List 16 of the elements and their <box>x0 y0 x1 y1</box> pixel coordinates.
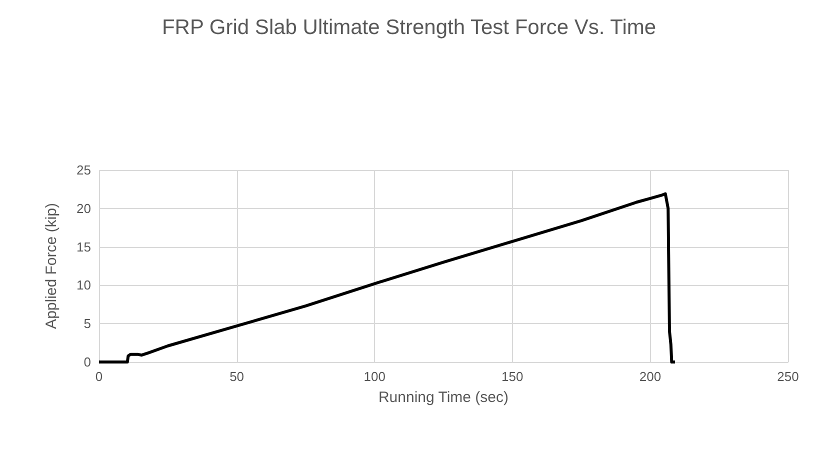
line-series <box>98 192 677 364</box>
y-tick-label: 15 <box>76 239 91 254</box>
y-tick-label: 20 <box>76 200 91 216</box>
x-tick-label: 250 <box>777 369 799 384</box>
chart-title: FRP Grid Slab Ultimate Strength Test Force Vs. Time <box>162 16 656 39</box>
x-axis-title: Running Time (sec) <box>378 389 509 406</box>
x-tick-label: 0 <box>95 369 103 384</box>
x-tick-label: 100 <box>364 369 386 384</box>
y-tick-label: 10 <box>76 278 91 293</box>
y-tick-label: 0 <box>84 354 91 370</box>
y-tick-label: 5 <box>84 316 91 332</box>
x-tick-label: 150 <box>502 369 524 384</box>
y-axis-title: Applied Force (kip) <box>43 203 60 329</box>
x-tick-label: 200 <box>639 369 662 384</box>
y-tick-label: 25 <box>76 162 91 178</box>
x-tick-label: 50 <box>230 369 244 384</box>
